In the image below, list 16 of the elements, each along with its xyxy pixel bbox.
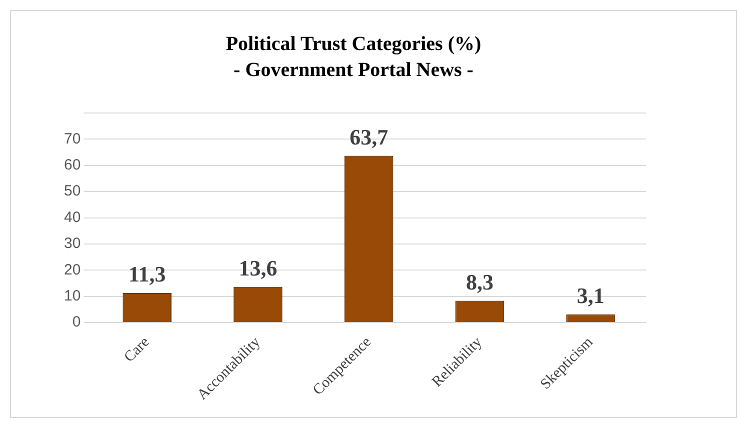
data-label: 63,7 [350,124,388,150]
y-tick-label: 30 [64,235,81,252]
chart-title: Political Trust Categories (%) [226,33,482,56]
y-tick-label: 60 [64,156,81,174]
y-tick-label: 0 [72,314,81,331]
y-tick-label: 20 [64,261,81,278]
data-label: 8,3 [466,269,494,294]
y-tick-label: 10 [64,287,81,304]
y-tick-label: 70 [64,130,81,148]
data-label: 11,3 [128,262,166,287]
chart-subtitle: - Government Portal News - [234,59,474,82]
x-tick-label: Care [121,334,153,366]
data-label: 3,1 [576,283,604,308]
y-tick-label: 50 [64,182,81,200]
data-label: 13,6 [238,256,278,281]
y-tick-label: 40 [64,208,81,226]
